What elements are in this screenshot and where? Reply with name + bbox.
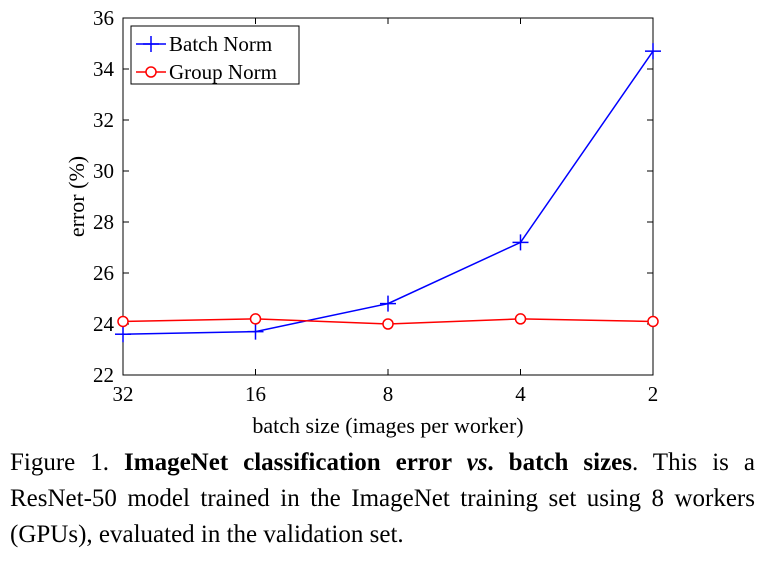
data-point	[514, 313, 527, 325]
y-axis-label: error (%)	[64, 156, 89, 237]
x-tick-label: 32	[113, 382, 134, 406]
legend-marker	[145, 66, 157, 78]
data-point	[249, 313, 262, 325]
caption-title: ImageNet classification error vs. batch …	[124, 449, 632, 476]
data-point	[647, 315, 659, 328]
y-tick-label: 22	[93, 363, 114, 387]
y-tick-label: 28	[93, 210, 114, 234]
x-tick-label: 2	[648, 382, 659, 406]
figure: 22 24 26 28 30 32 34 36 32 16 8 4 2 batch size (image…	[64, 6, 661, 438]
y-tick-label: 32	[93, 108, 114, 132]
legend-box	[130, 25, 300, 85]
y-tick-label: 34	[93, 57, 115, 81]
caption-body: . This is a ResNet-50 model trained in t…	[10, 449, 755, 548]
x-tick-label: 8	[383, 382, 394, 406]
data-point	[382, 318, 394, 330]
figure-caption: Figure 1. ImageNet classification error …	[10, 445, 755, 553]
y-tick-label: 26	[93, 261, 114, 285]
x-tick-label: 4	[515, 382, 526, 406]
data-point	[117, 315, 129, 328]
legend-label: Batch Norm	[169, 32, 272, 56]
series-line-1	[122, 50, 654, 335]
y-tick-label: 24	[93, 312, 115, 336]
y-tick-label: 30	[93, 159, 114, 183]
caption-prefix: Figure 1.	[10, 449, 125, 476]
y-tick-label: 36	[93, 6, 114, 30]
line-chart: 22 24 26 28 30 32 34 36 32 16 8 4 2 batch size (image…	[64, 6, 661, 438]
legend-label: Group Norm	[169, 60, 277, 84]
x-axis-label: batch size (images per worker)	[252, 413, 523, 438]
x-tick-label: 16	[245, 382, 266, 406]
